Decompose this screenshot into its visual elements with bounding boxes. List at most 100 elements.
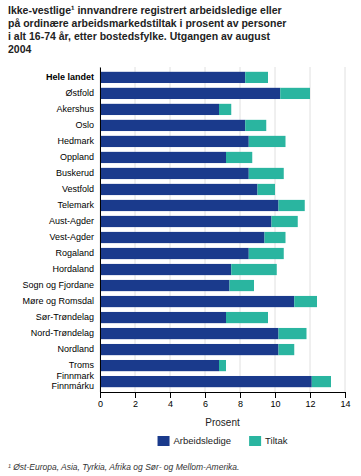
y-tick: Nord-Trøndelag [31, 328, 94, 338]
y-tick: Hele landet [46, 72, 94, 82]
y-tick: Vest-Agder [49, 232, 94, 242]
bar [100, 168, 249, 179]
x-tick-label: 12 [305, 399, 315, 409]
x-tick-mark [310, 392, 311, 398]
x-tick: 6 [203, 392, 208, 409]
y-tick-label: Rogaland [55, 248, 94, 258]
bar [245, 72, 268, 83]
x-tick-label: 0 [98, 399, 103, 409]
x-tick-mark [170, 392, 171, 398]
y-tick: Oslo [75, 120, 94, 130]
bar [100, 120, 245, 131]
y-tick: Møre og Romsdal [22, 296, 94, 306]
y-tick: Vestfold [62, 184, 94, 194]
bar [100, 104, 219, 115]
x-tick: 10 [270, 392, 280, 409]
y-tick-label: Hele landet [46, 72, 94, 82]
y-tick-label: Nordland [57, 344, 94, 354]
x-tick-label: 14 [340, 399, 350, 409]
y-tick-label: Vest-Agder [49, 232, 94, 242]
bar [100, 232, 265, 243]
bars [100, 72, 331, 387]
bar [219, 104, 231, 115]
bar [100, 136, 249, 147]
x-tick: 14 [340, 392, 350, 409]
legend-swatch [158, 436, 170, 446]
bar [100, 344, 279, 355]
grid-line [275, 67, 276, 392]
bar [312, 376, 331, 387]
bar [279, 344, 295, 355]
y-tick: Akershus [56, 104, 94, 114]
y-tick: Hedmark [57, 136, 94, 146]
title: Ikke-vestlige¹ innvandrere registrert ar… [8, 4, 286, 55]
x-tick-label: 8 [238, 399, 243, 409]
x-tick-mark [240, 392, 241, 398]
chart: Ikke-vestlige¹ innvandrere registrert ar… [0, 0, 361, 476]
x-tick-mark [345, 392, 346, 398]
y-tick: Hordaland [52, 264, 94, 274]
bar [249, 248, 284, 259]
y-tick: Troms [69, 360, 95, 370]
legend-label: Tiltak [265, 435, 288, 446]
bar [100, 296, 294, 307]
bar [100, 280, 230, 291]
grid-line [240, 67, 241, 392]
grid-line [205, 67, 206, 392]
y-tick-label: Østfold [65, 88, 94, 98]
x-axis-title: Prosent [205, 417, 240, 428]
y-axis-line [100, 68, 101, 393]
grid-line [345, 67, 346, 392]
bar [280, 88, 310, 99]
x-tick-mark [205, 392, 206, 398]
y-tick: Østfold [65, 88, 94, 98]
x-tick: 2 [133, 392, 138, 409]
x-tick-label: 4 [168, 399, 173, 409]
bar [100, 216, 272, 227]
x-tick: 12 [305, 392, 315, 409]
y-tick-label: Nord-Trøndelag [31, 328, 94, 338]
grid [100, 67, 345, 392]
bar [272, 216, 298, 227]
bar [279, 328, 307, 339]
y-tick-label: Buskerud [56, 168, 94, 178]
x-tick-mark [275, 392, 276, 398]
grid-line [170, 67, 171, 392]
x-tick-label: 6 [203, 399, 208, 409]
bar [294, 296, 317, 307]
y-tick-label: Sogn og Fjordane [22, 280, 94, 290]
y-tick: Nordland [57, 344, 94, 354]
y-tick: Aust-Agder [49, 216, 94, 226]
bar [100, 312, 226, 323]
y-tick-label: Oslo [75, 120, 94, 130]
y-tick-label: Møre og Romsdal [22, 296, 94, 306]
bar [100, 248, 249, 259]
grid-line [310, 67, 311, 392]
y-tick-label: Aust-Agder [49, 216, 94, 226]
legend-swatch [249, 436, 261, 446]
y-tick: Oppland [60, 152, 94, 162]
y-tick-label: Hedmark [57, 136, 94, 146]
x-axis: 0 2 4 6 8 10 12 14 [98, 392, 351, 409]
x-tick: 0 [98, 392, 103, 409]
bar [230, 280, 255, 291]
bar [100, 360, 219, 371]
y-tick: Sør-Trøndelag [36, 312, 94, 322]
y-axis: Hele landet Østfold Akershus Oslo Hedmark Opp… [22, 68, 100, 393]
y-tick-label: Oppland [60, 152, 94, 162]
bar [100, 152, 226, 163]
bar [265, 232, 286, 243]
y-tick-label: FinnmarkFinnmárku [51, 371, 94, 391]
bar [100, 88, 280, 99]
bar [219, 360, 226, 371]
x-tick-label: 2 [133, 399, 138, 409]
bar [100, 376, 312, 387]
y-tick-label: Vestfold [62, 184, 94, 194]
y-tick: Sogn og Fjordane [22, 280, 94, 290]
x-tick-mark [100, 392, 101, 398]
y-tick-label: Telemark [57, 200, 94, 210]
legend-item: Tiltak [249, 435, 288, 446]
bar [100, 72, 245, 83]
legend-item: Arbeidsledige [158, 435, 232, 446]
y-tick: Buskerud [56, 168, 94, 178]
